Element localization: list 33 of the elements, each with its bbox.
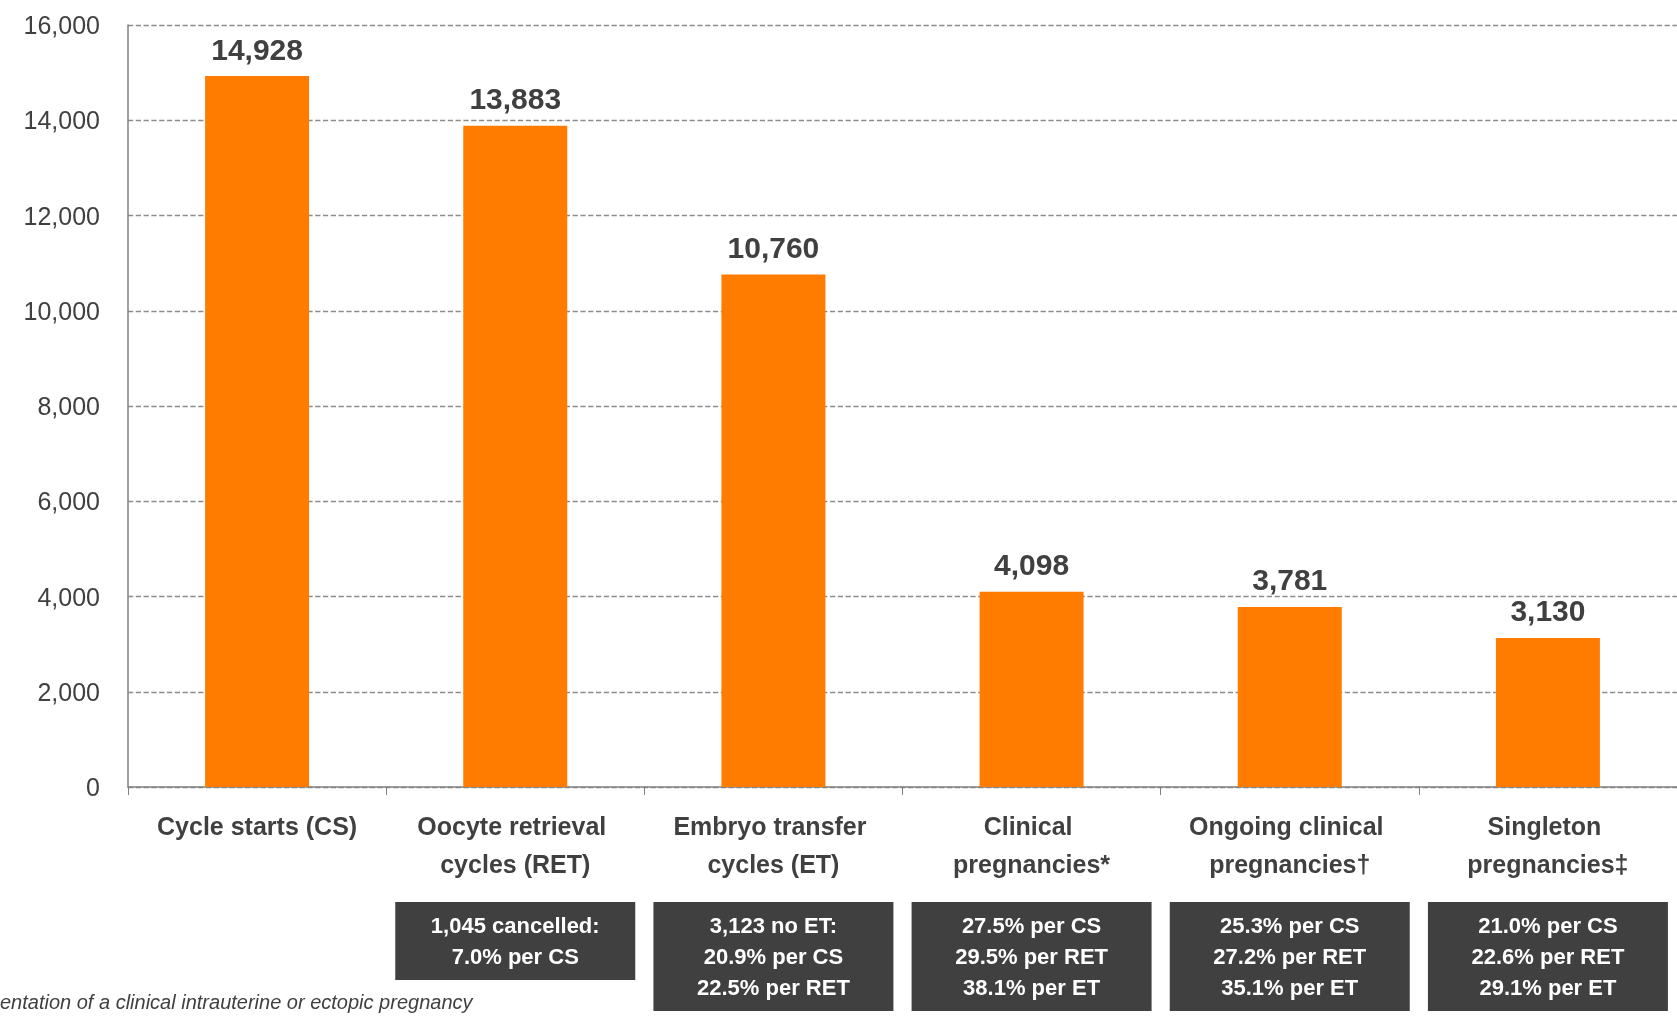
y-tick-label: 12,000	[23, 201, 100, 230]
y-tick-label: 14,000	[23, 106, 100, 135]
text: 27.5% per CS 29.5% per RET 38.1% per ET	[955, 913, 1109, 1000]
bar	[1495, 637, 1600, 787]
text: 25.3% per CS 27.2% per RET 35.1% per ET	[1213, 913, 1367, 1000]
bar	[979, 591, 1084, 787]
data-label: 4,098	[994, 548, 1070, 582]
y-tick-label: 16,000	[23, 11, 100, 39]
text: 21.0% per CS 22.6% per RET 29.1% per ET	[1471, 913, 1625, 1000]
y-tick-label: 6,000	[37, 487, 100, 516]
y-tick-label: 2,000	[37, 677, 100, 706]
text: 3,123 no ET: 20.9% per CS 22.5% per RET	[696, 913, 851, 1000]
bar	[205, 76, 310, 787]
bar	[721, 274, 826, 787]
x-tick-label: Clinical pregnancies*	[953, 812, 1111, 878]
x-tick-label: Ongoing clinical pregnancies†	[1189, 812, 1391, 878]
x-tick-label: Embryo transfer cycles (ET)	[673, 812, 874, 878]
x-tick-label: Oocyte retrieval cycles (RET)	[417, 812, 614, 878]
y-tick-label: 8,000	[37, 392, 100, 420]
y-tick-label: 4,000	[37, 582, 100, 611]
bar	[463, 125, 568, 787]
text: 1,045 cancelled: 7.0% per CS	[430, 913, 600, 969]
bar	[1237, 606, 1342, 787]
data-label: 10,760	[727, 231, 820, 265]
data-label: 13,883	[469, 82, 562, 116]
x-tick-label: Singleton pregnancies‡	[1467, 812, 1629, 878]
y-tick-label: 10,000	[23, 296, 100, 325]
text: entation of a clinical intrauterine or ectopic pregnancy	[0, 991, 474, 1013]
data-label: 3,130	[1510, 594, 1586, 628]
data-label: 14,928	[211, 32, 303, 66]
data-label: 3,781	[1252, 563, 1328, 597]
x-tick-label: Cycle starts (CS)	[157, 812, 358, 840]
y-tick-label: 0	[86, 773, 100, 801]
